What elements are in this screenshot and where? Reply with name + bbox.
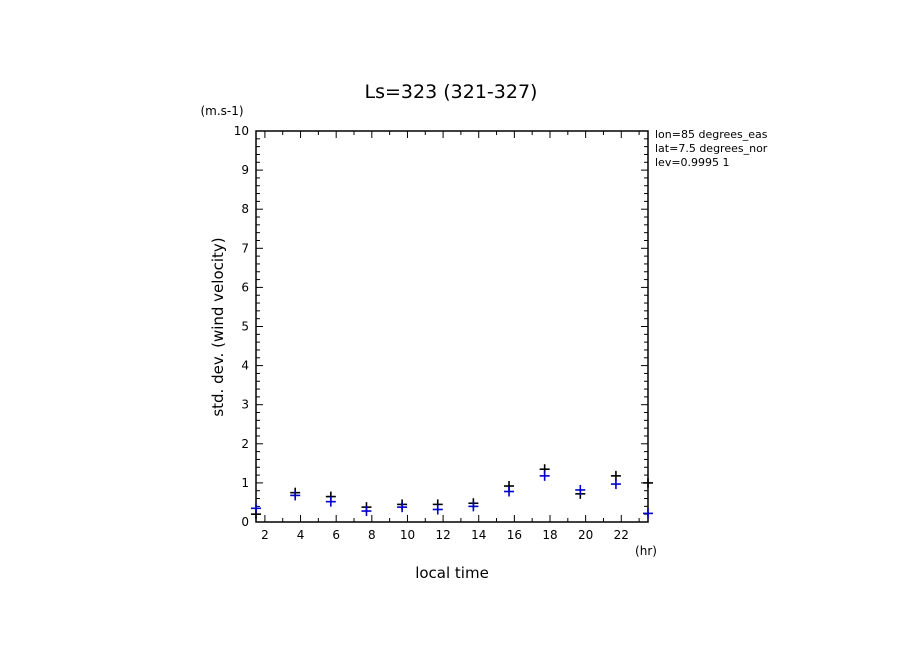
y-axis-label: std. dev. (wind velocity) — [209, 237, 227, 416]
axis-ticks — [256, 130, 648, 523]
y-tick-label: 9 — [241, 163, 249, 177]
data-point-series-2 — [504, 486, 515, 497]
x-axis-label: local time — [415, 564, 489, 582]
y-tick-label: 7 — [241, 241, 249, 255]
data-point-series-2 — [251, 503, 261, 514]
annotation-lon: lon=85 degrees_eas — [655, 128, 768, 141]
data-point-series-2 — [468, 501, 479, 512]
y-tick-label: 8 — [241, 202, 249, 216]
data-point-series-2 — [290, 490, 301, 501]
x-tick-label: 20 — [578, 528, 593, 542]
x-tick-label: 6 — [332, 528, 340, 542]
data-point-series-2 — [575, 484, 586, 495]
x-axis-unit: (hr) — [635, 544, 657, 558]
data-point-series-2 — [610, 479, 621, 490]
y-tick-label: 5 — [241, 320, 249, 334]
x-tick-label: 2 — [261, 528, 269, 542]
x-tick-label: 22 — [614, 528, 629, 542]
x-tick-label: 18 — [542, 528, 557, 542]
data-point-series-2 — [361, 506, 372, 517]
y-tick-label: 0 — [241, 515, 249, 529]
data-point-series-2 — [325, 496, 336, 507]
y-tick-label: 3 — [241, 398, 249, 412]
data-points — [251, 464, 653, 520]
data-point-series-2 — [539, 470, 550, 481]
x-tick-label: 10 — [400, 528, 415, 542]
y-tick-label: 2 — [241, 437, 249, 451]
data-point-series-1 — [643, 477, 653, 488]
plot-frame — [255, 130, 649, 523]
data-point-series-2 — [397, 502, 408, 513]
x-tick-label: 14 — [471, 528, 486, 542]
x-tick-label: 4 — [297, 528, 305, 542]
data-point-series-2 — [432, 504, 443, 515]
y-tick-label: 6 — [241, 280, 249, 294]
data-point-series-2 — [643, 508, 653, 519]
y-axis-unit: (m.s-1) — [200, 104, 243, 118]
y-tick-label: 10 — [234, 124, 249, 138]
y-tick-label: 1 — [241, 476, 249, 490]
x-tick-label: 8 — [368, 528, 376, 542]
y-tick-label: 4 — [241, 359, 249, 373]
annotation-lev: lev=0.9995 1 — [655, 156, 730, 169]
chart-title: Ls=323 (321-327) — [365, 81, 538, 103]
x-tick-label: 16 — [507, 528, 522, 542]
annotation-lat: lat=7.5 degrees_nor — [655, 142, 768, 155]
x-tick-label: 12 — [435, 528, 450, 542]
